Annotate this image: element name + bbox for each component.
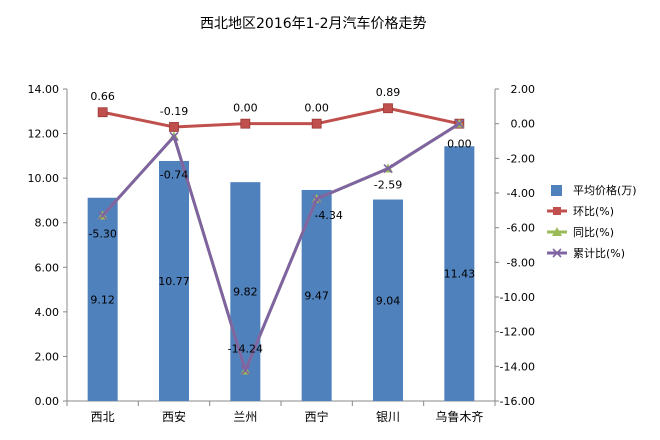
y-left-tick-label: 8.00	[35, 217, 60, 230]
bar-value-label: 9.04	[376, 294, 401, 307]
x-tick-label: 乌鲁木齐	[435, 409, 483, 424]
y-right-tick-label: -6.00	[507, 222, 535, 235]
y-right-tick-label: -4.00	[507, 187, 535, 200]
y-left-tick-label: 0.00	[35, 395, 60, 408]
series-marker	[240, 118, 251, 129]
data-labels: 9.12 10.77 9.82 9.47 9.04 11.43 0.66 -0.19 0.00 0…	[88, 86, 475, 355]
y-left-tick-label: 4.00	[35, 306, 60, 319]
line-value-label: -0.19	[160, 105, 188, 118]
line-value-label: 0.00	[233, 102, 258, 115]
axes: 0.00 2.00 4.00 6.00 8.00 10.00 12.00 14.00 -16.0…	[28, 83, 536, 424]
series-line	[101, 122, 461, 372]
bar-value-label: 9.47	[304, 289, 329, 302]
legend-marker	[552, 227, 562, 236]
x-tick-label: 西宁	[305, 409, 329, 424]
line-value-label: 0.89	[376, 86, 401, 99]
x-tick-label: 兰州	[233, 410, 257, 424]
y-right-tick-label: -14.00	[500, 360, 535, 373]
series-marker	[312, 194, 322, 204]
series-line	[101, 122, 461, 372]
line-series	[97, 103, 465, 376]
legend-marker	[552, 248, 562, 258]
y-right-tick-label: -16.00	[500, 395, 535, 408]
bar-value-label: 9.82	[233, 286, 258, 299]
series-marker	[454, 119, 464, 129]
chart-title: 西北地区2016年1-2月汽车价格走势	[200, 15, 427, 32]
x-tick-label: 西安	[162, 409, 186, 424]
line-value-label: 0.00	[304, 102, 329, 115]
series-marker	[98, 210, 108, 221]
bar-series	[87, 146, 475, 401]
legend: 平均价格(万) 环比(%) 同比(%) 累计比(%)	[547, 183, 637, 260]
y-left-tick-label: 12.00	[28, 128, 60, 141]
bar	[230, 182, 261, 401]
series-marker	[383, 103, 393, 114]
series-marker	[169, 122, 179, 132]
line-value-label: 0.66	[90, 90, 115, 103]
line-value-label: -5.30	[88, 228, 116, 241]
legend-marker	[553, 207, 561, 215]
bar-value-label: 11.43	[444, 268, 476, 281]
line-value-label: 0.00	[447, 138, 472, 151]
line-value-label: -2.59	[374, 179, 402, 192]
y-left-tick-label: 6.00	[35, 261, 60, 274]
series-marker	[240, 365, 250, 376]
series-marker	[169, 131, 179, 142]
bar-value-label: 10.77	[158, 275, 190, 288]
y-right-tick-label: -12.00	[500, 326, 535, 339]
series-marker	[383, 163, 393, 174]
y-right-tick-label: -2.00	[507, 152, 535, 165]
y-left-tick-label: 2.00	[35, 350, 60, 363]
line-value-label: -0.74	[160, 168, 188, 181]
bar	[87, 197, 118, 401]
y-right-tick-label: -10.00	[500, 291, 535, 304]
y-left-tick-label: 10.00	[28, 172, 60, 185]
legend-label: 环比(%)	[573, 205, 614, 218]
series-marker	[97, 107, 108, 118]
bar	[159, 160, 189, 401]
y-right-tick-label: 0.00	[511, 118, 536, 131]
legend-label: 累计比(%)	[573, 247, 625, 260]
x-tick-label: 西北	[91, 410, 115, 424]
line-value-label: -14.24	[228, 342, 263, 355]
series-marker	[311, 118, 322, 129]
bar	[444, 146, 475, 401]
y-right-tick-label: 2.00	[511, 83, 536, 96]
line-value-label: -4.34	[314, 209, 342, 222]
legend-label: 平均价格(万)	[573, 183, 637, 197]
x-tick-label: 银川	[376, 410, 400, 424]
bar	[373, 199, 403, 401]
series-line	[102, 106, 460, 129]
y-left-tick-label: 14.00	[28, 83, 60, 96]
legend-swatch	[551, 185, 562, 196]
bar-value-label: 9.12	[90, 293, 115, 306]
legend-label: 同比(%)	[573, 226, 614, 239]
y-right-tick-label: -8.00	[507, 256, 535, 269]
